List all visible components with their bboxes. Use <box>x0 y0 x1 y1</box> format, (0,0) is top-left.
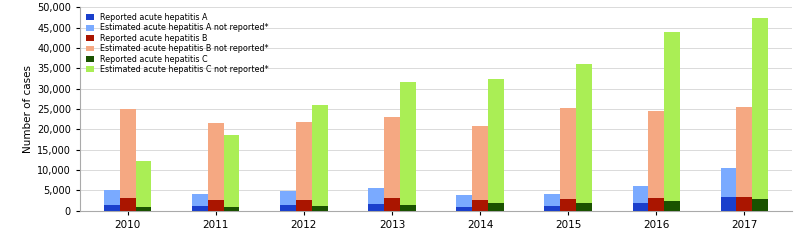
Bar <box>192 195 208 206</box>
Y-axis label: Number of cases: Number of cases <box>23 65 33 153</box>
Legend: Reported acute hepatitis A, Estimated acute hepatitis A not reported*, Reported : Reported acute hepatitis A, Estimated ac… <box>84 11 270 76</box>
Bar <box>224 135 239 207</box>
Bar <box>648 198 664 211</box>
Bar <box>135 161 151 208</box>
Bar <box>104 190 120 205</box>
Bar <box>224 207 239 211</box>
Bar <box>737 107 752 197</box>
Bar <box>648 111 664 198</box>
Bar <box>721 197 737 211</box>
Bar <box>576 203 592 211</box>
Bar <box>664 200 680 211</box>
Bar <box>104 205 120 211</box>
Bar <box>400 82 416 205</box>
Bar <box>488 203 504 211</box>
Bar <box>280 205 296 211</box>
Bar <box>120 109 135 198</box>
Bar <box>544 206 560 211</box>
Bar <box>296 122 312 200</box>
Bar <box>472 200 488 211</box>
Bar <box>384 117 400 198</box>
Bar <box>368 188 384 204</box>
Bar <box>456 207 472 211</box>
Bar <box>312 206 328 211</box>
Bar <box>120 198 135 211</box>
Bar <box>633 203 648 211</box>
Bar <box>560 108 576 199</box>
Bar <box>664 32 680 200</box>
Bar <box>576 64 592 203</box>
Bar <box>737 197 752 211</box>
Bar <box>400 205 416 211</box>
Bar <box>488 78 504 203</box>
Bar <box>456 195 472 207</box>
Bar <box>560 199 576 211</box>
Bar <box>384 198 400 211</box>
Bar <box>296 200 312 211</box>
Bar <box>752 17 768 199</box>
Bar <box>312 105 328 206</box>
Bar <box>192 206 208 211</box>
Bar <box>208 200 224 211</box>
Bar <box>752 199 768 211</box>
Bar <box>472 126 488 200</box>
Bar <box>633 186 648 203</box>
Bar <box>135 208 151 211</box>
Bar <box>721 168 737 197</box>
Bar <box>280 191 296 205</box>
Bar <box>544 194 560 206</box>
Bar <box>368 204 384 211</box>
Bar <box>208 123 224 200</box>
